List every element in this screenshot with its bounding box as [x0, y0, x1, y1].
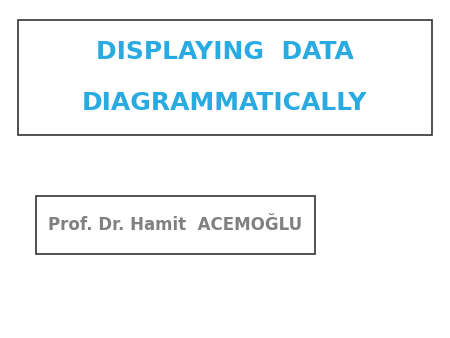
Text: DIAGRAMMATICALLY: DIAGRAMMATICALLY: [82, 91, 368, 115]
Text: Prof. Dr. Hamit  ACEMOĞLU: Prof. Dr. Hamit ACEMOĞLU: [49, 216, 302, 234]
Text: DISPLAYING  DATA: DISPLAYING DATA: [96, 40, 354, 65]
Bar: [18, 20, 432, 135]
Bar: [36, 196, 315, 254]
